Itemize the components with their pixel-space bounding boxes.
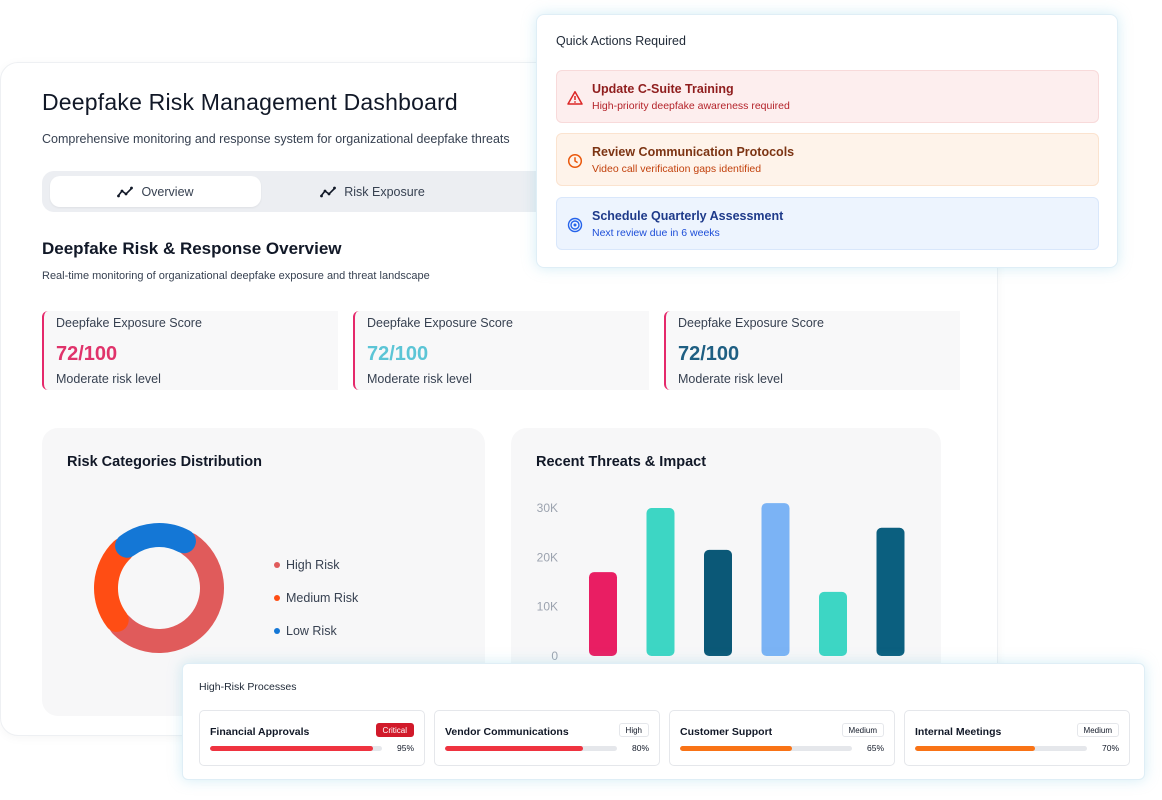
risk-badge: High — [618, 723, 649, 737]
process-item[interactable]: Internal Meetings Medium 70% — [904, 710, 1130, 766]
section-subtitle: Real-time monitoring of organizational d… — [42, 270, 430, 282]
donut-chart — [94, 523, 224, 653]
y-tick-label: 0 — [551, 649, 558, 663]
score-label: Deepfake Exposure Score — [678, 316, 824, 330]
threats-title: Recent Threats & Impact — [536, 454, 707, 470]
trend-line-icon — [117, 186, 134, 197]
tab-overview-label: Overview — [141, 184, 194, 199]
y-tick-label: 30K — [537, 501, 558, 515]
action-title: Review Communication Protocols — [592, 145, 795, 159]
page-subtitle: Comprehensive monitoring and response sy… — [42, 132, 510, 146]
tab-risk-exposure[interactable]: Risk Exposure — [267, 176, 478, 207]
tab-overview[interactable]: Overview — [50, 176, 261, 207]
score-level: Moderate risk level — [678, 372, 783, 386]
legend-item-high-risk: High Risk — [274, 548, 358, 581]
score-level: Moderate risk level — [56, 372, 161, 386]
progress-fill — [915, 746, 1036, 751]
y-tick-label: 10K — [537, 600, 558, 614]
donut-slice-low-risk — [115, 523, 196, 558]
donut-slice-medium-risk — [94, 537, 135, 632]
action-update-training[interactable]: Update C-Suite Training High-priority de… — [556, 70, 1099, 123]
trend-line-icon — [320, 186, 337, 197]
target-icon — [567, 217, 583, 233]
action-title: Schedule Quarterly Assessment — [592, 209, 784, 223]
process-item[interactable]: Financial Approvals Critical 95% — [199, 710, 425, 766]
risk-badge: Critical — [375, 723, 414, 737]
legend-label: Low Risk — [286, 623, 337, 638]
page-title: Deepfake Risk Management Dashboard — [42, 89, 458, 115]
risk-badge: Medium — [1076, 723, 1119, 737]
score-label: Deepfake Exposure Score — [367, 316, 513, 330]
progress-track — [445, 746, 617, 751]
bar — [589, 572, 617, 656]
warning-triangle-icon — [567, 91, 583, 105]
action-review-protocols[interactable]: Review Communication Protocols Video cal… — [556, 133, 1099, 186]
process-name: Vendor Communications — [445, 726, 569, 738]
high-risk-processes-title: High-Risk Processes — [199, 681, 297, 693]
score-value: 72/100 — [56, 343, 118, 365]
bar — [819, 591, 847, 656]
bar-chart: 0 10K 20K 30K — [537, 501, 905, 663]
score-level: Moderate risk level — [367, 372, 472, 386]
legend-label: Medium Risk — [286, 590, 359, 605]
process-percent: 70% — [1101, 743, 1119, 753]
process-item[interactable]: Customer Support Medium 65% — [669, 710, 895, 766]
process-name: Financial Approvals — [210, 726, 310, 738]
action-title: Update C-Suite Training — [592, 82, 734, 96]
action-subtitle: Next review due in 6 weeks — [592, 227, 720, 239]
bar — [761, 503, 790, 656]
action-schedule-assessment[interactable]: Schedule Quarterly Assessment Next revie… — [556, 197, 1099, 250]
clock-icon — [567, 153, 583, 169]
high-risk-processes-card: High-Risk Processes Financial Approvals … — [182, 663, 1145, 780]
legend-dot — [274, 594, 280, 601]
process-percent: 80% — [631, 743, 649, 753]
bar — [704, 549, 732, 656]
process-item[interactable]: Vendor Communications High 80% — [434, 710, 660, 766]
score-value: 72/100 — [367, 343, 429, 365]
progress-track — [915, 746, 1087, 751]
action-subtitle: High-priority deepfake awareness require… — [592, 100, 790, 112]
process-name: Internal Meetings — [915, 726, 1002, 738]
risk-badge: Medium — [841, 723, 884, 737]
bar — [876, 527, 905, 656]
score-value: 72/100 — [678, 343, 740, 365]
progress-track — [680, 746, 852, 751]
legend-dot — [274, 627, 280, 634]
progress-track — [210, 746, 382, 751]
risk-distribution-title: Risk Categories Distribution — [67, 454, 262, 470]
tab-bar: Overview Risk Exposure — [42, 171, 562, 212]
action-subtitle: Video call verification gaps identified — [592, 163, 762, 175]
process-name: Customer Support — [680, 726, 773, 738]
legend-item-medium-risk: Medium Risk — [274, 581, 358, 614]
progress-fill — [680, 746, 792, 751]
score-card: Deepfake Exposure Score 72/100 Moderate … — [353, 311, 649, 390]
y-tick-label: 20K — [537, 550, 558, 564]
score-label: Deepfake Exposure Score — [56, 316, 202, 330]
donut-slice-high-risk — [108, 532, 224, 653]
legend-item-low-risk: Low Risk — [274, 614, 358, 647]
quick-actions-title: Quick Actions Required — [556, 34, 686, 48]
legend-label: High Risk — [286, 557, 340, 572]
score-card: Deepfake Exposure Score 72/100 Moderate … — [42, 311, 338, 390]
chart-legend: High Risk Medium Risk Low Risk — [274, 548, 358, 647]
progress-fill — [210, 746, 374, 751]
process-percent: 95% — [396, 743, 414, 753]
section-title: Deepfake Risk & Response Overview — [42, 239, 342, 258]
score-card: Deepfake Exposure Score 72/100 Moderate … — [664, 311, 960, 390]
tab-risk-exposure-label: Risk Exposure — [344, 184, 425, 199]
process-percent: 65% — [866, 743, 884, 753]
progress-fill — [445, 746, 583, 751]
quick-actions-card: Quick Actions Required Update C-Suite Tr… — [536, 14, 1118, 268]
bar — [646, 508, 675, 656]
legend-dot — [274, 561, 280, 568]
